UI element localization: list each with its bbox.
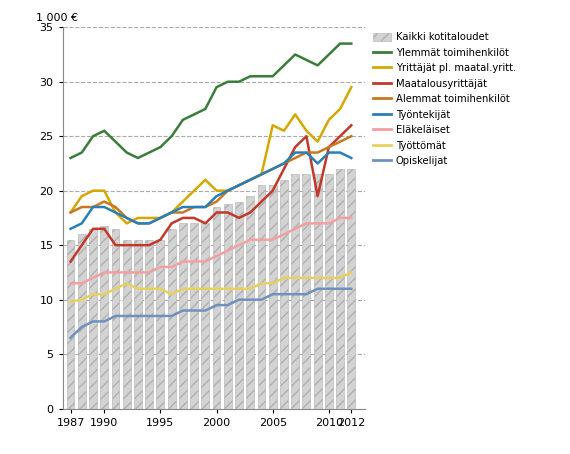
Text: 1 000 €: 1 000 €	[35, 14, 78, 24]
Bar	[224, 204, 232, 409]
Bar	[280, 180, 288, 409]
Legend: Kaikki kotitaloudet, Ylemmät toimihenkilöt, Yrittäjät pl. maatal.yritt., Maatalo: Kaikki kotitaloudet, Ylemmät toimihenkil…	[373, 32, 516, 166]
Bar	[347, 169, 355, 409]
Bar	[100, 226, 108, 409]
Bar	[325, 174, 333, 409]
Bar	[67, 240, 75, 409]
Bar	[235, 202, 243, 409]
Bar	[112, 229, 119, 409]
Bar	[168, 229, 176, 409]
Bar	[134, 240, 142, 409]
Bar	[157, 240, 164, 409]
Bar	[258, 185, 266, 409]
Bar	[201, 223, 209, 409]
Bar	[246, 196, 254, 409]
Bar	[291, 174, 299, 409]
Bar	[145, 240, 153, 409]
Bar	[336, 169, 344, 409]
Bar	[78, 234, 86, 409]
Bar	[314, 174, 321, 409]
Bar	[123, 240, 131, 409]
Bar	[190, 223, 198, 409]
Bar	[303, 174, 310, 409]
Bar	[89, 229, 97, 409]
Bar	[213, 207, 221, 409]
Bar	[179, 223, 187, 409]
Bar	[269, 185, 276, 409]
